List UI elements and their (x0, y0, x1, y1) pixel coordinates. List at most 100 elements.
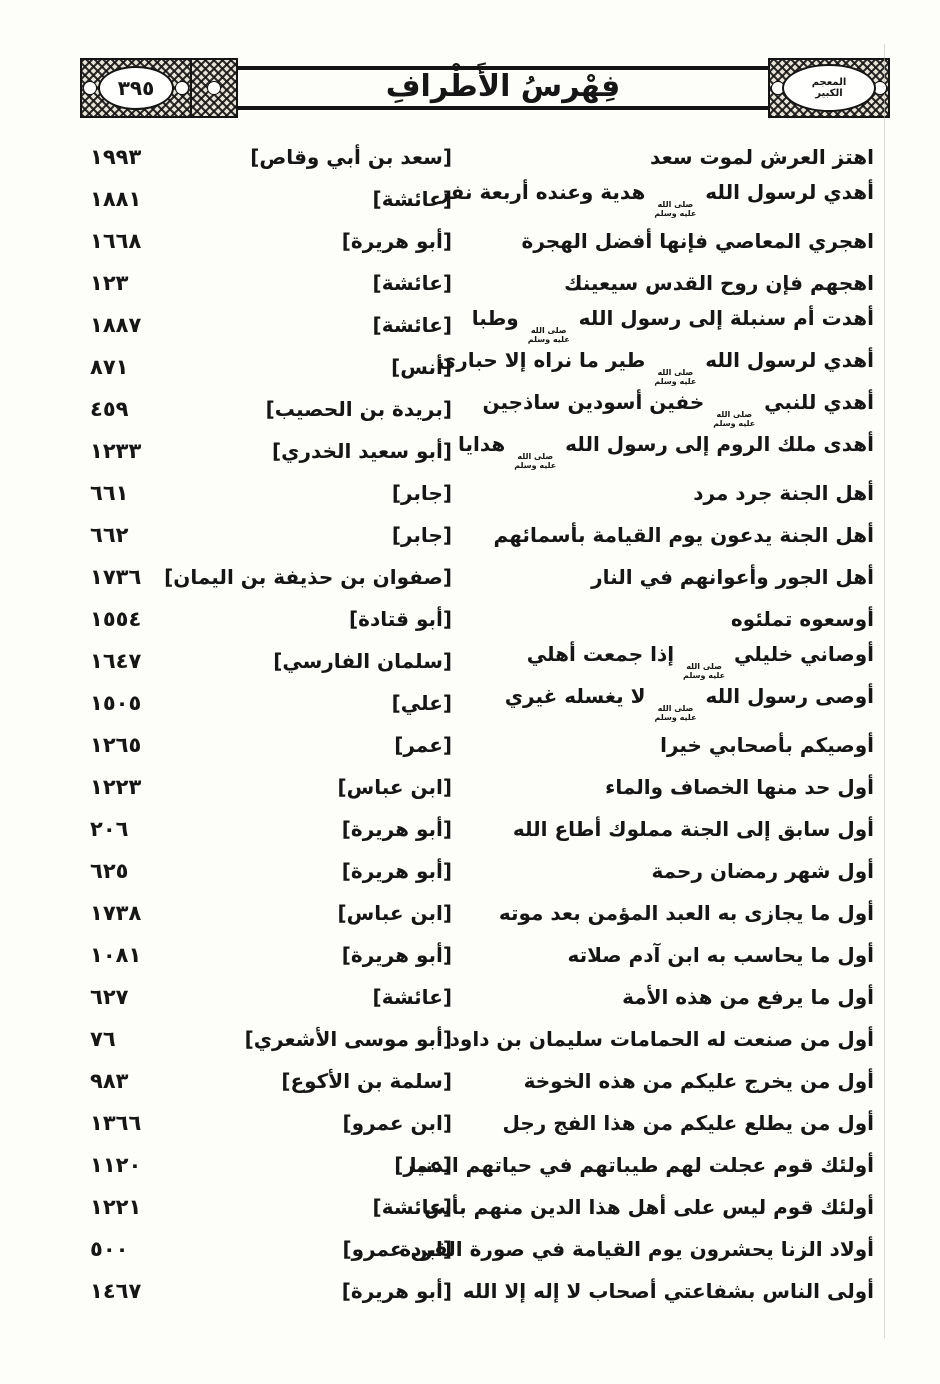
index-row: أوصى رسول الله صلى الله عليه وسلم لا يغسل… (80, 682, 874, 724)
cartouche-chain-circle (207, 81, 221, 95)
index-row: اهجهم فإن روح القدس سيعينك [عائشة] ١٢٣ (80, 262, 874, 304)
entry-page-number: ١٧٣٦ (90, 565, 142, 589)
hadith-text: أوصيكم بأصحابي خيرا (660, 733, 874, 757)
index-row: أول ما يجازى به العبد المؤمن بعد موته [اب… (80, 892, 874, 934)
narrator-name: [عائشة] (372, 313, 452, 337)
hadith-text: أول من يخرج عليكم من هذه الخوخة (523, 1069, 874, 1093)
entry-page-number: ٥٠٠ (90, 1237, 129, 1261)
header-title-band: فِهْرسُ الأَطْرافِ (238, 66, 768, 110)
honorific-line: صلى الله (657, 368, 694, 377)
hadith-text: اهجري المعاصي فإنها أفضل الهجرة (521, 229, 874, 253)
index-row: أهل الجور وأعوانهم في النار [صفوان بن حذي… (80, 556, 874, 598)
index-row: أولئك قوم ليس على أهل هذا الدين منهم بأس… (80, 1186, 874, 1228)
honorific-saw-icon: صلى الله عليه وسلم (654, 200, 697, 218)
entry-page-number: ١٥٠٥ (90, 691, 142, 715)
entry-page-number: ٦٢٥ (90, 859, 129, 883)
index-row: أهدت أم سنبلة إلى رسول الله صلى الله عليه… (80, 304, 874, 346)
narrator-name: [أبو هريرة] (341, 229, 452, 253)
hadith-text: اهجهم فإن روح القدس سيعينك (564, 271, 874, 295)
narrator-name: [أبو سعيد الخدري] (272, 439, 452, 463)
entry-page-number: ٨٧١ (90, 355, 129, 379)
index-row: اهجري المعاصي فإنها أفضل الهجرة [أبو هرير… (80, 220, 874, 262)
hadith-text: أوصاني خليلي صلى الله عليه وسلم إذا جمعت … (526, 642, 874, 680)
index-row: أهدي لرسول الله صلى الله عليه وسلم هدية و… (80, 178, 874, 220)
index-row: أولئك قوم عجلت لهم طيباتهم في حياتهم الد… (80, 1144, 874, 1186)
index-row: أول من يطلع عليكم من هذا الفج رجل [ابن عم… (80, 1102, 874, 1144)
entry-page-number: ١٢٢١ (90, 1195, 142, 1219)
hadith-text: أولاد الزنا يحشرون يوم القيامة في صورة ا… (399, 1237, 874, 1261)
honorific-saw-icon: صلى الله عليه وسلم (683, 662, 726, 680)
index-row: أولاد الزنا يحشرون يوم القيامة في صورة ا… (80, 1228, 874, 1270)
entry-page-number: ٤٥٩ (90, 397, 129, 421)
hadith-text: اهتز العرش لموت سعد (650, 145, 874, 169)
hadith-text: أهدي لرسول الله صلى الله عليه وسلم هدية و… (438, 180, 874, 218)
hadith-text: أول ما يجازى به العبد المؤمن بعد موته (498, 901, 874, 925)
honorific-saw-icon: صلى الله عليه وسلم (514, 452, 557, 470)
narrator-name: [علي] (391, 691, 452, 715)
honorific-line: صلى الله (657, 200, 694, 209)
index-row: أول من يخرج عليكم من هذه الخوخة [سلمة بن … (80, 1060, 874, 1102)
index-row: اهتز العرش لموت سعد [سعد بن أبي وقاص] ١٩٩٣ (80, 136, 874, 178)
narrator-name: [ابن عباس] (337, 775, 452, 799)
narrator-name: [بريدة بن الحصيب] (265, 397, 452, 421)
index-row: أول ما يرفع من هذه الأمة [عائشة] ٦٢٧ (80, 976, 874, 1018)
entry-page-number: ١٤٦٧ (90, 1279, 142, 1303)
book-stamp-oval: المعجم الكبير (782, 64, 876, 112)
honorific-line: عليه وسلم (654, 712, 697, 722)
entry-page-number: ١٨٨٧ (90, 313, 142, 337)
narrator-name: [ابن عمرو] (342, 1111, 452, 1135)
honorific-line: عليه وسلم (683, 670, 726, 680)
entry-page-number: ١٠٨١ (90, 943, 142, 967)
hadith-text: أول حد منها الخصاف والماء (605, 775, 874, 799)
entry-page-number: ١٨٨١ (90, 187, 142, 211)
page-number-cartouche: ٣٩٥ (80, 58, 192, 118)
entry-page-number: ١٢٦٥ (90, 733, 142, 757)
index-row: أول سابق إلى الجنة مملوك أطاع الله [أبو ه… (80, 808, 874, 850)
hadith-text: أهدي لرسول الله صلى الله عليه وسلم طير ما… (437, 348, 874, 386)
honorific-line: صلى الله (716, 410, 753, 419)
entry-page-number: ٦٦٢ (90, 523, 129, 547)
hadith-text: أول من صنعت له الحمامات سليمان بن داود (449, 1027, 874, 1051)
narrator-name: [أبو هريرة] (341, 859, 452, 883)
honorific-saw-icon: صلى الله عليه وسلم (713, 410, 755, 428)
entry-page-number: ١٣٦٦ (90, 1111, 142, 1135)
page-title: فِهْرسُ الأَطْرافِ (385, 68, 621, 104)
narrator-name: [أبو هريرة] (341, 943, 452, 967)
entry-page-number: ١٢٣ (90, 271, 129, 295)
narrator-name: [أنس] (391, 355, 452, 379)
index-row: أهدي لرسول الله صلى الله عليه وسلم طير ما… (80, 346, 874, 388)
hadith-text: أول ما يحاسب به ابن آدم صلاته (567, 943, 874, 967)
hadith-text: أول من يطلع عليكم من هذا الفج رجل (502, 1111, 875, 1135)
narrator-name: [عائشة] (372, 271, 452, 295)
header-ornament-strip (192, 58, 238, 118)
honorific-saw-icon: صلى الله عليه وسلم (654, 704, 697, 722)
narrator-name: [أبو موسى الأشعري] (244, 1027, 452, 1051)
entry-page-number: ٦٦١ (90, 481, 129, 505)
entry-page-number: ٢٠٦ (90, 817, 129, 841)
narrator-name: [سلمة بن الأكوع] (281, 1069, 452, 1093)
index-row: أولى الناس بشفاعتي أصحاب لا إله إلا الله… (80, 1270, 874, 1312)
index-row: أهدى ملك الروم إلى رسول الله صلى الله علي… (80, 430, 874, 472)
narrator-name: [عائشة] (372, 985, 452, 1009)
narrator-name: [عائشة] (372, 187, 452, 211)
index-row: أهل الجنة يدعون يوم القيامة بأسمائهم [جاب… (80, 514, 874, 556)
honorific-line: عليه وسلم (514, 460, 557, 470)
entry-page-number: ١٢٢٣ (90, 775, 142, 799)
entry-page-number: ١٦٦٨ (90, 229, 142, 253)
honorific-line: صلى الله (657, 704, 694, 713)
entry-page-number: ٧٦ (90, 1027, 116, 1051)
hadith-text: أهدي للنبي صلى الله عليه وسلم خفين أسودين… (482, 390, 874, 428)
hadith-text: أهدى ملك الروم إلى رسول الله صلى الله علي… (457, 432, 874, 470)
hadith-text: أهل الجنة يدعون يوم القيامة بأسمائهم (493, 523, 874, 547)
narrator-name: [جابر] (391, 523, 452, 547)
honorific-saw-icon: صلى الله عليه وسلم (528, 326, 570, 344)
index-row: أول من صنعت له الحمامات سليمان بن داود [أ… (80, 1018, 874, 1060)
entry-page-number: ١٧٣٨ (90, 901, 142, 925)
narrator-name: [عائشة] (372, 1195, 452, 1219)
honorific-line: عليه وسلم (654, 208, 697, 218)
hadith-text: أهل الجنة جرد مرد (693, 481, 874, 505)
narrator-name: [ابن عباس] (337, 901, 452, 925)
narrator-name: [أبو هريرة] (341, 1279, 452, 1303)
honorific-saw-icon: صلى الله عليه وسلم (654, 368, 696, 386)
hadith-text: أوسعوه تملئوه (730, 607, 874, 631)
